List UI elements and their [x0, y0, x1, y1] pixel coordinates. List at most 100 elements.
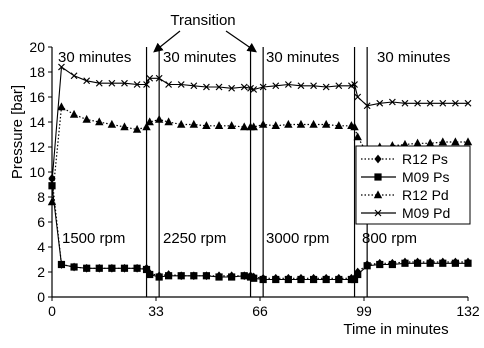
data-point	[374, 209, 382, 217]
x-tick-label: 132	[456, 303, 480, 319]
x-tick-label: 33	[148, 303, 164, 319]
speed-label: 2250 rpm	[163, 230, 226, 247]
y-tick-label: 0	[37, 289, 45, 305]
data-point	[48, 178, 56, 186]
data-point	[335, 82, 343, 90]
data-point	[227, 121, 236, 129]
data-point	[250, 274, 258, 282]
y-tick-label: 18	[29, 64, 45, 80]
data-point	[388, 98, 396, 106]
data-point	[354, 270, 362, 279]
data-point	[250, 86, 258, 93]
data-point	[202, 272, 211, 280]
data-point	[334, 121, 343, 129]
data-point	[401, 259, 409, 267]
y-tick-label: 6	[37, 214, 45, 230]
data-point	[463, 137, 473, 146]
data-point	[464, 99, 472, 107]
phase-duration-label: 30 minutes	[58, 49, 131, 66]
data-point	[309, 119, 318, 128]
data-point	[58, 63, 65, 71]
data-point	[373, 190, 383, 199]
y-tick-label: 2	[37, 264, 45, 280]
data-point	[70, 263, 78, 271]
x-tick-label: 99	[356, 303, 372, 319]
data-point	[240, 83, 248, 91]
data-point	[95, 264, 103, 272]
data-point	[47, 197, 57, 206]
data-point	[48, 182, 56, 190]
data-point	[121, 79, 128, 87]
data-point	[70, 72, 78, 80]
data-point	[374, 154, 382, 164]
data-point	[413, 138, 422, 147]
data-point	[154, 114, 164, 123]
y-tick-label: 20	[29, 39, 45, 55]
data-point	[438, 137, 447, 146]
data-point	[439, 259, 447, 267]
data-point	[259, 83, 267, 91]
y-tick-label: 12	[29, 139, 45, 155]
y-tick-label: 14	[29, 114, 45, 130]
legend-label: R12 Ps	[402, 151, 448, 167]
y-tick-label: 10	[29, 164, 45, 180]
data-point	[426, 259, 434, 267]
data-point	[374, 173, 382, 181]
data-point	[145, 117, 154, 126]
data-point	[215, 83, 223, 91]
data-point	[309, 275, 318, 284]
data-point	[133, 81, 141, 88]
speed-label: 1500 rpm	[62, 230, 125, 247]
data-point	[83, 77, 91, 85]
y-axis-label: Pressure [bar]	[9, 85, 26, 179]
phase-duration-label: 30 minutes	[377, 49, 450, 66]
data-point	[202, 121, 211, 129]
data-point	[363, 262, 371, 270]
x-tick-label: 0	[48, 303, 56, 319]
transition-arrow-right	[225, 30, 257, 53]
data-point	[388, 260, 396, 269]
data-point	[190, 82, 198, 90]
data-point	[164, 117, 173, 126]
data-point	[177, 81, 185, 88]
data-point	[350, 275, 359, 284]
data-point	[259, 275, 267, 284]
data-point	[190, 272, 198, 280]
data-point	[165, 272, 173, 280]
legend-label: R12 Pd	[402, 187, 449, 203]
data-point	[376, 99, 384, 107]
data-point	[57, 260, 66, 269]
data-point	[240, 122, 249, 131]
data-point	[108, 264, 116, 272]
data-point	[165, 81, 173, 88]
data-point	[425, 138, 435, 147]
data-point	[83, 264, 91, 272]
data-point	[451, 259, 459, 267]
data-point	[120, 264, 129, 272]
data-point	[228, 84, 236, 92]
data-point	[322, 275, 330, 284]
data-point	[284, 275, 292, 284]
data-point	[133, 264, 141, 272]
data-point	[272, 82, 280, 90]
data-point	[363, 102, 371, 110]
data-point	[143, 81, 150, 88]
data-point	[439, 99, 447, 107]
data-point	[296, 119, 306, 128]
data-point	[69, 109, 79, 118]
data-point	[249, 122, 258, 131]
data-point	[284, 81, 292, 88]
phase-duration-label: 30 minutes	[163, 49, 236, 66]
data-point	[177, 119, 186, 128]
data-point	[321, 119, 331, 128]
data-point	[146, 270, 154, 279]
data-point	[82, 114, 91, 123]
data-point	[240, 272, 248, 280]
x-tick-label: 66	[252, 303, 268, 319]
data-point	[228, 273, 236, 281]
data-point	[155, 273, 163, 281]
transition-label: Transition	[170, 12, 235, 29]
data-point	[401, 99, 409, 107]
